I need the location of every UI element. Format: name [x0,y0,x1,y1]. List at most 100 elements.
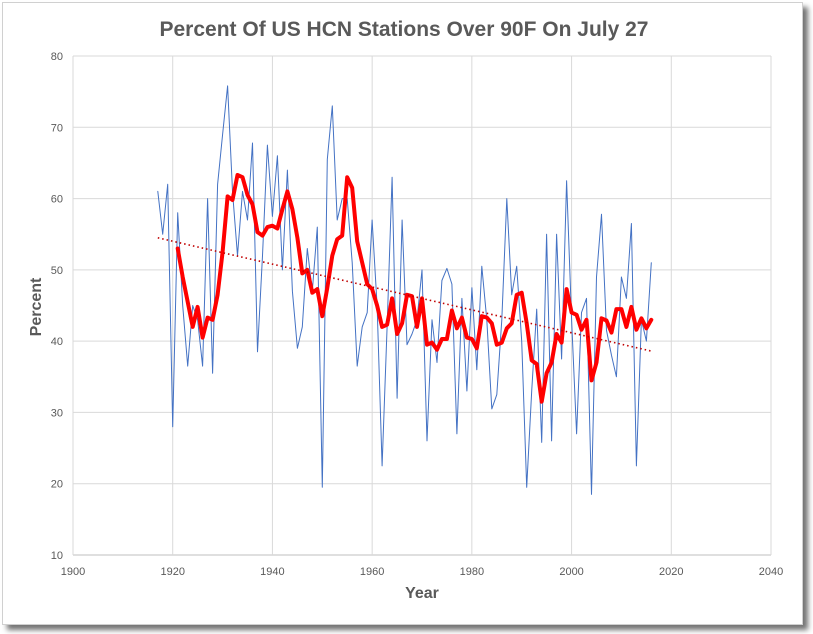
data-point-annual [441,280,442,281]
data-point-annual [471,287,472,288]
data-point-annual [297,348,298,349]
data-point-annual [481,266,482,267]
data-point-running-mean [566,289,567,290]
data-point-annual [272,216,273,217]
series-line-annual [157,85,652,495]
data-point-running-mean [636,329,637,330]
data-point-annual [621,277,622,278]
data-point-annual [506,198,507,199]
data-point-running-mean [192,326,193,327]
data-point-running-mean [237,175,238,176]
data-point-annual [322,487,323,488]
y-axis-title: Percent [28,277,45,336]
data-point-running-mean [297,237,298,238]
data-point-running-mean [372,289,373,290]
data-point-annual [282,269,283,270]
data-point-annual [476,369,477,370]
data-point-annual [362,326,363,327]
data-point-annual [227,85,228,86]
data-point-running-mean [367,284,368,285]
data-point-running-mean [247,195,248,196]
data-point-running-mean [202,337,203,338]
series-line-running-mean [175,173,654,404]
data-point-annual [461,298,462,299]
plot-area [157,85,654,495]
data-point-annual [307,248,308,249]
data-point-annual [566,180,567,181]
data-point-annual [561,359,562,360]
y-tick-label: 50 [51,265,63,277]
data-point-annual [257,351,258,352]
data-point-running-mean [541,401,542,402]
x-tick-label: 1960 [360,566,384,578]
data-point-annual [182,305,183,306]
data-point-running-mean [327,287,328,288]
data-point-annual [491,408,492,409]
data-point-running-mean [267,227,268,228]
chart-svg: Percent Of US HCN Stations Over 90F On J… [28,18,783,602]
x-tick-label: 1980 [460,566,484,578]
data-point-running-mean [382,326,383,327]
data-point-annual [222,134,223,135]
data-point-annual [556,234,557,235]
data-point-annual [596,277,597,278]
data-point-annual [456,433,457,434]
data-point-running-mean [217,294,218,295]
data-point-annual [277,155,278,156]
data-point-running-mean [427,344,428,345]
data-point-annual [516,266,517,267]
data-point-running-mean [521,292,522,293]
data-point-running-mean [531,360,532,361]
data-point-running-mean [362,262,363,263]
data-point-running-mean [621,309,622,310]
data-point-annual [591,494,592,495]
data-point-running-mean [357,241,358,242]
data-point-annual [187,366,188,367]
data-point-annual [496,394,497,395]
data-point-running-mean [516,294,517,295]
data-point-running-mean [227,196,228,197]
data-point-annual [392,177,393,178]
y-tick-label: 20 [51,479,63,491]
data-point-running-mean [476,348,477,349]
data-point-annual [427,440,428,441]
data-point-annual [287,170,288,171]
data-point-running-mean [222,252,223,253]
data-point-running-mean [397,334,398,335]
data-point-running-mean [631,306,632,307]
data-point-running-mean [392,298,393,299]
data-point-running-mean [486,317,487,318]
data-point-running-mean [606,320,607,321]
data-point-running-mean [616,309,617,310]
data-point-annual [581,312,582,313]
data-point-running-mean [501,342,502,343]
data-point-annual [177,212,178,213]
data-point-running-mean [651,319,652,320]
data-point-running-mean [282,209,283,210]
data-point-annual [466,391,467,392]
x-tick-label: 2000 [559,566,583,578]
data-point-annual [207,198,208,199]
data-point-running-mean [511,323,512,324]
data-point-running-mean [551,362,552,363]
x-tick-label: 1900 [61,566,85,578]
data-point-annual [451,284,452,285]
x-tick-label: 2040 [759,566,783,578]
data-point-annual [631,223,632,224]
data-point-running-mean [197,306,198,307]
data-point-annual [172,426,173,427]
data-point-annual [446,268,447,269]
data-point-running-mean [446,339,447,340]
data-point-running-mean [456,328,457,329]
data-point-annual [242,191,243,192]
data-point-annual [397,398,398,399]
y-tick-label: 10 [51,550,63,562]
chart-title: Percent Of US HCN Stations Over 90F On J… [160,18,649,41]
data-point-annual [382,465,383,466]
data-point-running-mean [182,277,183,278]
data-point-running-mean [212,319,213,320]
data-point-running-mean [571,312,572,313]
data-point-annual [302,326,303,327]
data-point-annual [511,294,512,295]
data-point-running-mean [322,316,323,317]
